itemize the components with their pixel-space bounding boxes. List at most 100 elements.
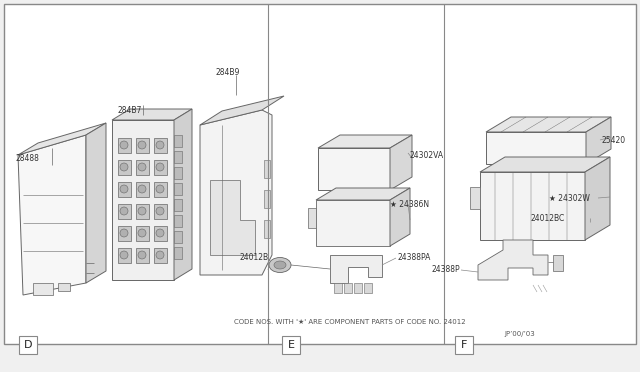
Polygon shape xyxy=(86,123,106,283)
Polygon shape xyxy=(480,172,585,240)
Polygon shape xyxy=(486,117,611,132)
Text: E: E xyxy=(287,340,294,350)
Circle shape xyxy=(120,229,128,237)
Text: CODE NOS. WITH '★' ARE COMPONENT PARTS OF CODE NO. 24012: CODE NOS. WITH '★' ARE COMPONENT PARTS O… xyxy=(234,319,466,325)
Polygon shape xyxy=(330,255,382,283)
Bar xyxy=(470,187,480,209)
Circle shape xyxy=(120,207,128,215)
Circle shape xyxy=(138,229,146,237)
Circle shape xyxy=(120,185,128,193)
Circle shape xyxy=(120,251,128,259)
Bar xyxy=(282,336,300,354)
Bar xyxy=(154,248,167,263)
Polygon shape xyxy=(112,109,192,120)
Bar xyxy=(174,199,182,211)
Circle shape xyxy=(156,163,164,171)
Circle shape xyxy=(156,251,164,259)
Bar xyxy=(33,283,53,295)
Circle shape xyxy=(156,207,164,215)
Bar xyxy=(154,182,167,197)
Circle shape xyxy=(156,185,164,193)
Bar xyxy=(354,283,362,293)
Bar xyxy=(136,138,149,153)
Bar xyxy=(118,204,131,219)
Circle shape xyxy=(138,251,146,259)
Polygon shape xyxy=(390,188,410,246)
Bar xyxy=(174,231,182,243)
Text: 28488: 28488 xyxy=(15,154,39,163)
Ellipse shape xyxy=(269,257,291,273)
Bar xyxy=(136,248,149,263)
Circle shape xyxy=(120,141,128,149)
Bar xyxy=(174,183,182,195)
Polygon shape xyxy=(478,240,548,280)
Text: 24302VA: 24302VA xyxy=(410,151,444,160)
Bar xyxy=(174,215,182,227)
Circle shape xyxy=(138,163,146,171)
Text: JP’00/’03: JP’00/’03 xyxy=(504,331,536,337)
Text: 284B7: 284B7 xyxy=(118,106,142,115)
Circle shape xyxy=(156,229,164,237)
Bar xyxy=(154,160,167,175)
Polygon shape xyxy=(200,96,284,125)
Bar xyxy=(154,138,167,153)
Polygon shape xyxy=(200,110,272,275)
Bar xyxy=(174,167,182,179)
Bar xyxy=(118,182,131,197)
Bar xyxy=(118,138,131,153)
Text: D: D xyxy=(24,340,32,350)
Polygon shape xyxy=(316,188,410,200)
Text: 24388PA: 24388PA xyxy=(397,253,430,263)
Polygon shape xyxy=(486,132,586,164)
Bar xyxy=(118,226,131,241)
Polygon shape xyxy=(390,135,412,190)
Polygon shape xyxy=(18,123,106,155)
Bar xyxy=(553,255,563,271)
Text: 284B9: 284B9 xyxy=(215,67,239,77)
Polygon shape xyxy=(586,117,611,164)
Circle shape xyxy=(120,163,128,171)
Bar xyxy=(136,160,149,175)
Text: 25420: 25420 xyxy=(602,135,626,144)
Polygon shape xyxy=(174,109,192,280)
Text: 24012B: 24012B xyxy=(240,253,269,263)
Bar xyxy=(136,226,149,241)
Bar xyxy=(455,336,473,354)
Circle shape xyxy=(138,141,146,149)
Ellipse shape xyxy=(274,261,286,269)
Polygon shape xyxy=(480,157,610,172)
Bar xyxy=(264,190,270,208)
Polygon shape xyxy=(318,135,412,148)
Bar xyxy=(174,151,182,163)
Bar xyxy=(264,220,270,238)
Text: 24012BC: 24012BC xyxy=(531,214,565,222)
Polygon shape xyxy=(318,148,390,190)
Text: ★ 24302W: ★ 24302W xyxy=(549,193,590,202)
Bar xyxy=(136,204,149,219)
Bar xyxy=(19,336,37,354)
Bar xyxy=(264,160,270,178)
Polygon shape xyxy=(210,180,255,255)
Bar xyxy=(118,160,131,175)
Circle shape xyxy=(138,207,146,215)
Bar xyxy=(118,248,131,263)
Text: 24388P: 24388P xyxy=(431,266,460,275)
Polygon shape xyxy=(585,157,610,240)
Circle shape xyxy=(156,141,164,149)
Bar xyxy=(154,204,167,219)
Bar xyxy=(308,208,316,228)
Text: F: F xyxy=(461,340,467,350)
Bar xyxy=(58,283,70,291)
Circle shape xyxy=(138,185,146,193)
Bar xyxy=(364,283,372,293)
Bar xyxy=(344,283,352,293)
Polygon shape xyxy=(112,120,174,280)
Bar xyxy=(136,182,149,197)
Bar xyxy=(174,135,182,147)
Bar xyxy=(334,283,342,293)
Bar xyxy=(316,200,390,246)
Bar xyxy=(154,226,167,241)
Polygon shape xyxy=(18,135,86,295)
Bar xyxy=(174,247,182,259)
Text: ★ 24386N: ★ 24386N xyxy=(390,199,429,208)
